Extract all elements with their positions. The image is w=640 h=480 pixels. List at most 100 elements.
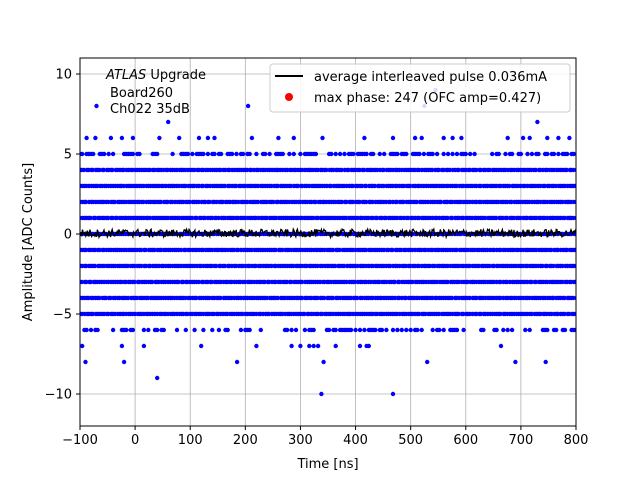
sample-point (83, 199, 89, 205)
sample-point (141, 343, 147, 349)
sample-point (379, 327, 385, 333)
sample-point (330, 247, 336, 253)
x-tick-label: 0 (131, 433, 139, 448)
sample-point (298, 343, 303, 349)
sample-point (92, 263, 98, 269)
sample-point (307, 343, 312, 349)
sample-point (240, 151, 246, 157)
sample-point (302, 311, 307, 317)
sample-point (84, 135, 89, 141)
sample-point (564, 167, 569, 173)
sample-point (545, 327, 550, 333)
sample-point (83, 359, 88, 365)
sample-point (441, 151, 446, 157)
sample-point (210, 327, 215, 333)
sample-point (333, 343, 338, 349)
sample-point (450, 151, 455, 157)
sample-point (150, 279, 155, 285)
annotation-upgrade: Upgrade (146, 68, 206, 83)
sample-point (355, 295, 360, 301)
sample-point (496, 151, 501, 157)
sample-point (88, 215, 93, 221)
y-axis-label: Amplitude [ADC Counts] (21, 163, 36, 321)
sample-point (513, 359, 518, 365)
y-tick-label: 5 (64, 148, 72, 163)
sample-point (529, 279, 534, 285)
sample-point (441, 135, 446, 141)
sample-point (498, 343, 504, 349)
sample-point (505, 327, 510, 333)
sample-point (119, 343, 125, 349)
sample-point (199, 343, 204, 349)
sample-point (353, 327, 358, 333)
sample-point (412, 135, 418, 141)
legend-box (269, 63, 571, 113)
atlas-annotation: ATLAS Upgrade Board260 Ch022 35dB (105, 68, 206, 117)
sample-point (194, 215, 199, 221)
sample-point (101, 167, 107, 173)
sample-point (112, 199, 118, 205)
sample-point (533, 167, 538, 173)
sample-point (313, 151, 319, 157)
legend: average interleaved pulse 0.036mA max ph… (269, 63, 571, 113)
sample-point (201, 327, 206, 333)
sample-point (80, 151, 85, 157)
sample-point (289, 327, 294, 333)
sample-point (170, 151, 175, 157)
sample-point (267, 151, 272, 157)
sample-point (414, 199, 419, 205)
sample-point (196, 135, 202, 141)
sample-point (363, 183, 369, 189)
x-tick-label: 600 (453, 433, 478, 448)
sample-point (320, 135, 325, 141)
average-pulse-line (80, 226, 576, 240)
sample-point (280, 151, 285, 157)
sample-point (390, 327, 396, 333)
y-tick-label: −5 (53, 308, 72, 323)
sample-point (299, 279, 305, 285)
sample-point (527, 327, 532, 333)
sample-point (419, 135, 424, 141)
sample-point (161, 327, 166, 333)
sample-point (529, 151, 535, 157)
y-axis-ticks: −10 −5 0 5 10 (45, 68, 80, 403)
sample-point (438, 199, 444, 205)
sample-point (94, 103, 99, 109)
sample-point (247, 151, 252, 157)
scatter-samples (80, 87, 576, 397)
sample-point (556, 151, 561, 157)
sample-point (445, 151, 451, 157)
sample-point (351, 151, 356, 157)
annotation-line-3: Ch022 35dB (110, 102, 190, 117)
sample-point (176, 279, 181, 285)
sample-point (571, 151, 576, 157)
sample-point (573, 279, 576, 285)
sample-point (545, 151, 550, 157)
sample-point (291, 135, 296, 141)
sample-point (121, 359, 127, 365)
sample-point (321, 359, 326, 365)
sample-point (333, 151, 338, 157)
sample-point (146, 327, 151, 333)
sample-point (315, 343, 321, 349)
sample-point (461, 327, 466, 333)
sample-point (371, 151, 376, 157)
sample-point (454, 327, 460, 333)
sample-point (494, 215, 499, 221)
sample-point (357, 343, 363, 349)
plot-area (80, 58, 576, 426)
sample-point (205, 135, 211, 141)
sample-point (234, 151, 239, 157)
sample-point (408, 327, 413, 333)
sample-point (124, 327, 129, 333)
sample-point (225, 327, 230, 333)
sample-point (565, 151, 570, 157)
sample-point (441, 327, 446, 333)
x-axis-label: Time [ns] (296, 457, 358, 472)
x-tick-label: 800 (564, 433, 589, 448)
sample-point (456, 311, 461, 317)
sample-point (333, 327, 338, 333)
sample-point (130, 135, 136, 141)
sample-point (445, 215, 450, 221)
sample-point (463, 151, 468, 157)
